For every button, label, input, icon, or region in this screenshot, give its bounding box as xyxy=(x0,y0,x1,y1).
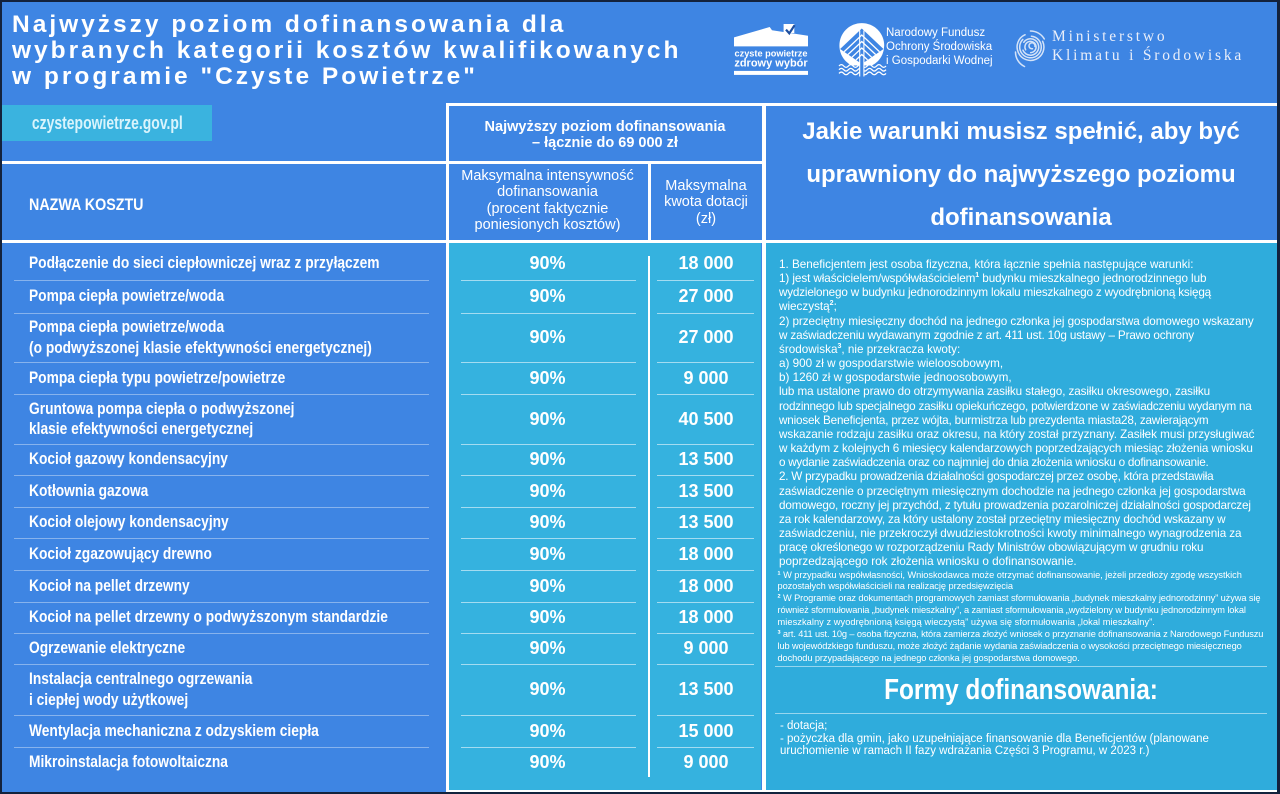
svg-text:zdrowy wybór: zdrowy wybór xyxy=(734,57,808,69)
svg-text:czyste powietrze: czyste powietrze xyxy=(734,48,807,58)
